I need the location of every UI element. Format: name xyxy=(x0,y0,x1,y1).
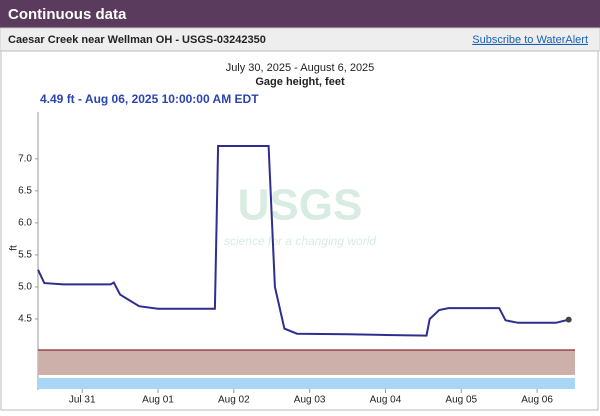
chart-subtitle: Gage height, feet xyxy=(255,76,345,88)
header-title: Continuous data xyxy=(8,6,127,23)
tooltip-label: 4.49 ft - Aug 06, 2025 10:00:00 AM EDT xyxy=(40,92,259,106)
y-tick-label: 5.0 xyxy=(18,282,32,293)
x-tick-label: Aug 06 xyxy=(521,395,553,406)
y-tick-label: 7.0 xyxy=(18,153,32,164)
y-axis-label: ft xyxy=(9,245,20,251)
x-tick-label: Aug 04 xyxy=(370,395,402,406)
watermark-logo: USGS xyxy=(238,181,363,230)
series-line xyxy=(37,145,569,337)
x-tick-label: Jul 31 xyxy=(69,395,96,406)
current-point xyxy=(565,316,572,323)
y-tick-label: 6.0 xyxy=(18,218,32,229)
wateralert-link[interactable]: Subscribe to WaterAlert xyxy=(472,34,588,46)
chart-frame xyxy=(0,50,599,411)
y-tick-label: 4.5 xyxy=(18,314,32,325)
lower-band xyxy=(38,350,575,375)
y-tick-label: 6.5 xyxy=(18,186,32,197)
status-band xyxy=(38,378,575,389)
chart-title: July 30, 2025 - August 6, 2025 xyxy=(226,62,375,74)
x-tick-label: Aug 05 xyxy=(445,395,477,406)
header-bar xyxy=(0,0,600,28)
x-tick-label: Aug 03 xyxy=(294,395,326,406)
y-tick-label: 5.5 xyxy=(18,250,32,261)
watermark-tagline: science for a changing world xyxy=(224,234,376,248)
x-tick-label: Aug 02 xyxy=(218,395,250,406)
x-tick-label: Aug 01 xyxy=(142,395,174,406)
site-name: Caesar Creek near Wellman OH - USGS-0324… xyxy=(8,34,266,46)
